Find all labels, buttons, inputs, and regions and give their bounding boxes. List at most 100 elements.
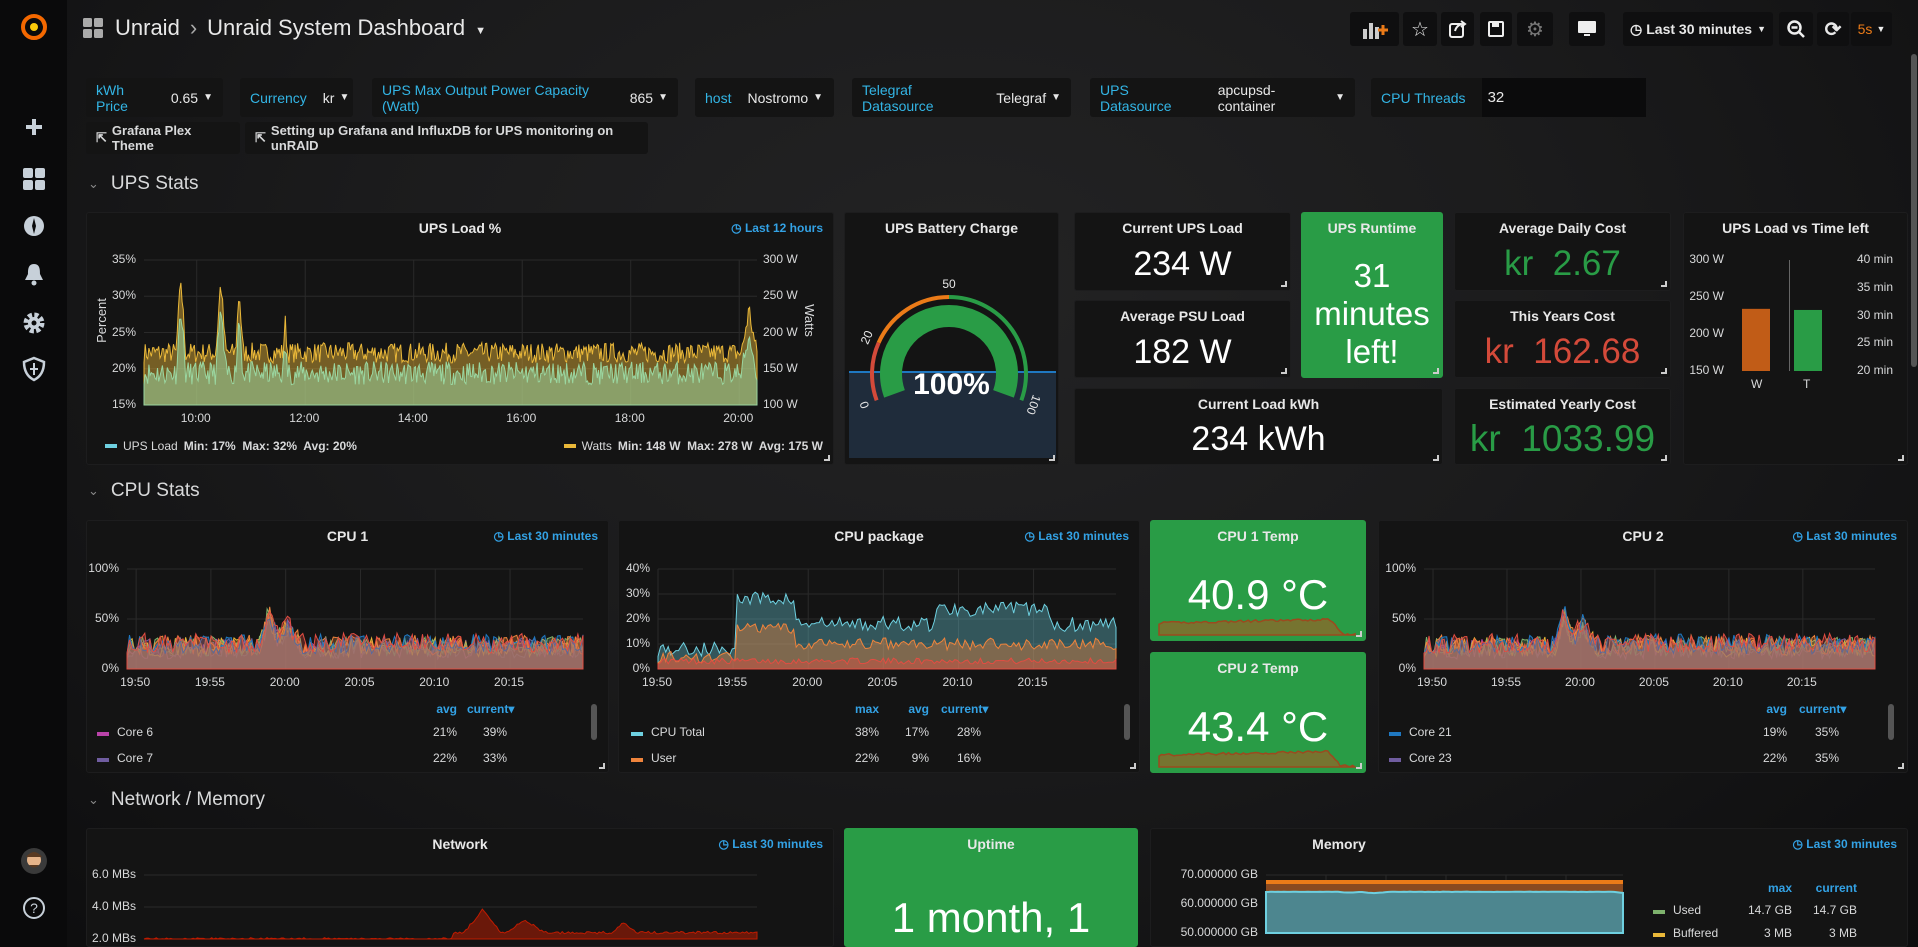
legend-series-name[interactable]: CPU Total bbox=[651, 725, 705, 739]
legend-series-name[interactable]: Core 23 bbox=[1409, 751, 1452, 765]
legend-column-header[interactable]: max bbox=[854, 702, 879, 716]
resize-handle[interactable] bbox=[1661, 455, 1667, 461]
panel-uptime[interactable]: Uptime 1 month, 1 bbox=[844, 828, 1138, 947]
resize-handle[interactable] bbox=[824, 455, 830, 461]
panel-ups-load-vs-time-left[interactable]: UPS Load vs Time left 300 W 250 W 200 W 150… bbox=[1683, 212, 1908, 465]
grafana-logo[interactable] bbox=[19, 12, 49, 42]
panel-ups-runtime[interactable]: UPS Runtime 31 minutes left! bbox=[1301, 212, 1443, 378]
legend-item-ups-load[interactable]: UPS Load Min: 17% Max: 32% Avg: 20% bbox=[105, 439, 357, 453]
bar-W[interactable] bbox=[1742, 308, 1770, 371]
resize-handle[interactable] bbox=[1898, 455, 1904, 461]
legend-item-watts[interactable]: Watts Min: 148 W Max: 278 W Avg: 175 W bbox=[563, 439, 823, 453]
plot-area[interactable] bbox=[143, 259, 758, 406]
legend-series-name[interactable]: User bbox=[651, 751, 677, 765]
bell-icon[interactable] bbox=[19, 259, 49, 289]
panel-title[interactable]: UPS Load vs Time left bbox=[1722, 220, 1869, 236]
resize-handle[interactable] bbox=[599, 763, 605, 769]
add-panel-button[interactable] bbox=[1350, 12, 1399, 46]
shield-icon[interactable] bbox=[19, 354, 49, 384]
plot-area[interactable] bbox=[657, 568, 1117, 670]
panel-title[interactable]: Network bbox=[432, 836, 488, 852]
legend-column-header[interactable]: avg bbox=[908, 702, 929, 716]
zoom-out-button[interactable] bbox=[1779, 12, 1813, 46]
gear-icon[interactable] bbox=[19, 308, 49, 338]
legend-column-header[interactable]: current▾ bbox=[941, 702, 989, 716]
panel-title[interactable]: CPU 2 Temp bbox=[1217, 660, 1299, 676]
settings-button[interactable]: ⚙ bbox=[1517, 12, 1553, 46]
resize-handle[interactable] bbox=[1049, 455, 1055, 461]
plot-area[interactable] bbox=[1265, 874, 1624, 934]
panel-title[interactable]: CPU 2 bbox=[1622, 528, 1664, 544]
variable-ups-max-output[interactable]: UPS Max Output Power Capacity (Watt) 865 ▼ bbox=[372, 78, 678, 117]
resize-handle[interactable] bbox=[1661, 281, 1667, 287]
resize-handle[interactable] bbox=[1898, 763, 1904, 769]
panel-title[interactable]: UPS Battery Charge bbox=[884, 220, 1019, 236]
tv-mode-button[interactable] bbox=[1569, 12, 1605, 46]
resize-handle[interactable] bbox=[1433, 368, 1439, 374]
panel-cpu-2[interactable]: CPU 2 ◷ Last 30 minutes 100% 50% 0% 19:50 19… bbox=[1378, 520, 1908, 773]
help-icon[interactable]: ? bbox=[19, 893, 49, 923]
legend-series-name[interactable]: Core 7 bbox=[117, 751, 154, 765]
breadcrumb-folder[interactable]: Unraid bbox=[115, 15, 180, 40]
panel-memory[interactable]: Memory ◷ Last 30 minutes 70.000000 GB 60.… bbox=[1150, 828, 1908, 947]
legend-series-name[interactable]: Used bbox=[1673, 903, 1702, 917]
legend-scrollbar[interactable] bbox=[591, 704, 597, 740]
panel-title[interactable]: Current UPS Load bbox=[1122, 220, 1243, 236]
panel-current-ups-load[interactable]: Current UPS Load 234 W bbox=[1074, 212, 1291, 291]
panel-title[interactable]: Uptime bbox=[967, 836, 1015, 852]
share-button[interactable] bbox=[1441, 12, 1474, 46]
panel-title[interactable]: CPU 1 Temp bbox=[1217, 528, 1299, 544]
panel-title[interactable]: Current Load kWh bbox=[1197, 396, 1320, 412]
variable-host[interactable]: host Nostromo ▼ bbox=[695, 78, 834, 117]
avatar[interactable] bbox=[19, 846, 49, 876]
panel-cpu-1-temp[interactable]: CPU 1 Temp 40.9 °C bbox=[1150, 520, 1366, 641]
legend-column-header[interactable]: max bbox=[1767, 881, 1792, 895]
save-button[interactable] bbox=[1480, 12, 1512, 46]
panel-title[interactable]: Memory bbox=[1312, 836, 1366, 852]
star-button[interactable]: ☆ bbox=[1403, 12, 1437, 46]
time-picker[interactable]: ◷ Last 30 minutes ▼ bbox=[1623, 12, 1773, 46]
bar-T[interactable] bbox=[1794, 309, 1822, 371]
panel-network[interactable]: Network ◷ Last 30 minutes 6.0 MBs 4.0 MBs… bbox=[86, 828, 834, 947]
panel-title[interactable]: UPS Runtime bbox=[1327, 220, 1417, 236]
resize-handle[interactable] bbox=[1281, 281, 1287, 287]
panel-cpu-package[interactable]: CPU package ◷ Last 30 minutes 40% 30% 20% 1… bbox=[618, 520, 1140, 773]
panel-title[interactable]: CPU package bbox=[834, 528, 924, 544]
row-cpu-stats[interactable]: ⌄ CPU Stats bbox=[88, 480, 200, 502]
resize-handle[interactable] bbox=[1661, 368, 1667, 374]
panel-current-load-kwh[interactable]: Current Load kWh 234 kWh bbox=[1074, 388, 1443, 465]
legend-column-header[interactable]: avg bbox=[1766, 702, 1787, 716]
legend-column-header[interactable]: avg bbox=[436, 702, 457, 716]
legend-column-header[interactable]: current▾ bbox=[1799, 702, 1847, 716]
plus-icon[interactable] bbox=[19, 112, 49, 142]
variable-telegraf-datasource[interactable]: Telegraf Datasource Telegraf ▼ bbox=[852, 78, 1071, 117]
legend-series-name[interactable]: Buffered bbox=[1673, 926, 1719, 940]
panel-ups-load[interactable]: UPS Load % ◷ Last 12 hours Percent Watts… bbox=[86, 212, 834, 465]
legend-scrollbar[interactable] bbox=[1888, 704, 1894, 740]
panel-this-years-cost[interactable]: This Years Cost kr 162.68 bbox=[1454, 300, 1671, 378]
panel-average-psu-load[interactable]: Average PSU Load 182 W bbox=[1074, 300, 1291, 378]
panel-title[interactable]: Average PSU Load bbox=[1120, 308, 1245, 324]
panel-title[interactable]: Estimated Yearly Cost bbox=[1489, 396, 1636, 412]
legend-scrollbar[interactable] bbox=[1124, 704, 1130, 740]
dashboard-title[interactable]: Unraid System Dashboard bbox=[207, 15, 466, 40]
panel-cpu-1[interactable]: CPU 1 ◷ Last 30 minutes 100% 50% 0% 19:50 19… bbox=[86, 520, 609, 773]
page-scrollbar[interactable] bbox=[1911, 54, 1917, 367]
variable-kwh-price[interactable]: kWh Price 0.65 ▼ bbox=[86, 78, 223, 117]
row-ups-stats[interactable]: ⌄ UPS Stats bbox=[88, 173, 199, 195]
variable-ups-datasource[interactable]: UPS Datasource apcupsd-container ▼ bbox=[1090, 78, 1355, 117]
legend-column-header[interactable]: current bbox=[1815, 881, 1857, 895]
cpu-threads-input[interactable]: 32 bbox=[1481, 78, 1646, 117]
resize-handle[interactable] bbox=[1356, 631, 1362, 637]
panel-ups-battery-charge[interactable]: UPS Battery Charge 0 20 50 100 100% bbox=[844, 212, 1059, 465]
refresh-interval-picker[interactable]: 5s ▼ bbox=[1851, 12, 1892, 46]
plot-area[interactable] bbox=[126, 568, 584, 670]
resize-handle[interactable] bbox=[1281, 368, 1287, 374]
breadcrumb[interactable]: Unraid › Unraid System Dashboard ▼ bbox=[115, 15, 486, 41]
legend-series-name[interactable]: Core 6 bbox=[117, 725, 154, 739]
legend-series-name[interactable]: Core 21 bbox=[1409, 725, 1452, 739]
resize-handle[interactable] bbox=[1433, 455, 1439, 461]
variable-currency[interactable]: Currency kr ▼ bbox=[240, 78, 353, 117]
row-network-memory[interactable]: ⌄ Network / Memory bbox=[88, 789, 265, 811]
link-ups-monitoring-guide[interactable]: ⇱ Setting up Grafana and InfluxDB for UPS… bbox=[245, 122, 648, 154]
